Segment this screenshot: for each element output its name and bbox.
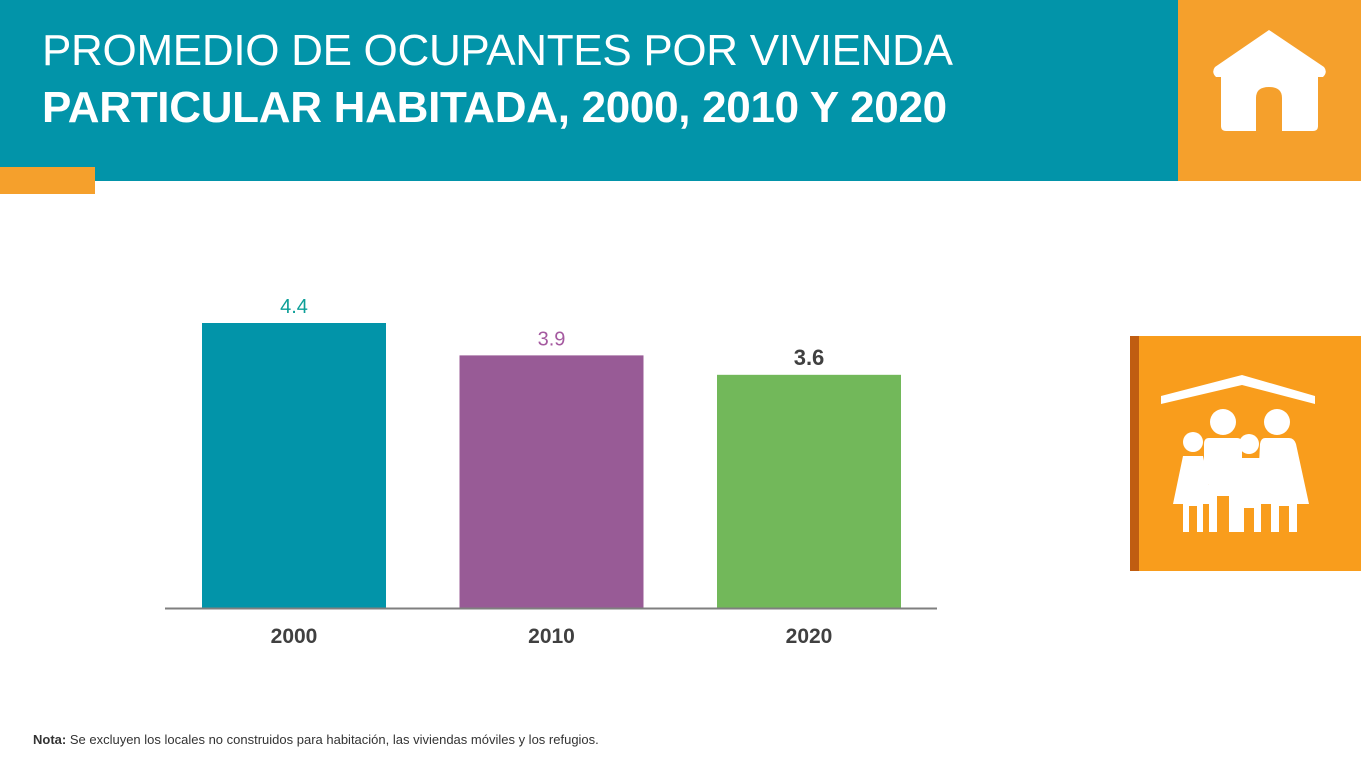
bar-2020 bbox=[717, 374, 901, 608]
x-tick-label-2000: 2000 bbox=[271, 625, 318, 648]
bar-2010 bbox=[459, 355, 644, 608]
family-under-roof-icon bbox=[1161, 375, 1315, 532]
data-label-2010: 3.9 bbox=[538, 328, 566, 350]
page-title-line1: PROMEDIO DE OCUPANTES POR VIVIENDA bbox=[42, 26, 953, 75]
data-label-2000: 4.4 bbox=[280, 296, 308, 318]
header-accent-bar bbox=[0, 167, 95, 194]
footnote-text: Se excluyen los locales no construidos p… bbox=[66, 732, 599, 747]
footnote: Nota: Se excluyen los locales no constru… bbox=[33, 732, 599, 747]
x-tick-label-2010: 2010 bbox=[528, 625, 575, 648]
page-title-line2: PARTICULAR HABITADA, 2000, 2010 Y 2020 bbox=[42, 83, 947, 132]
house-icon-box bbox=[1178, 0, 1361, 181]
family-icon-box bbox=[1130, 336, 1361, 571]
x-tick-label-2020: 2020 bbox=[786, 625, 833, 648]
house-icon bbox=[1213, 30, 1326, 131]
bar-2000 bbox=[202, 323, 386, 608]
header-banner: PROMEDIO DE OCUPANTES POR VIVIENDA PARTI… bbox=[0, 0, 1178, 181]
data-label-2020: 3.6 bbox=[794, 345, 825, 370]
footnote-label: Nota: bbox=[33, 732, 67, 747]
